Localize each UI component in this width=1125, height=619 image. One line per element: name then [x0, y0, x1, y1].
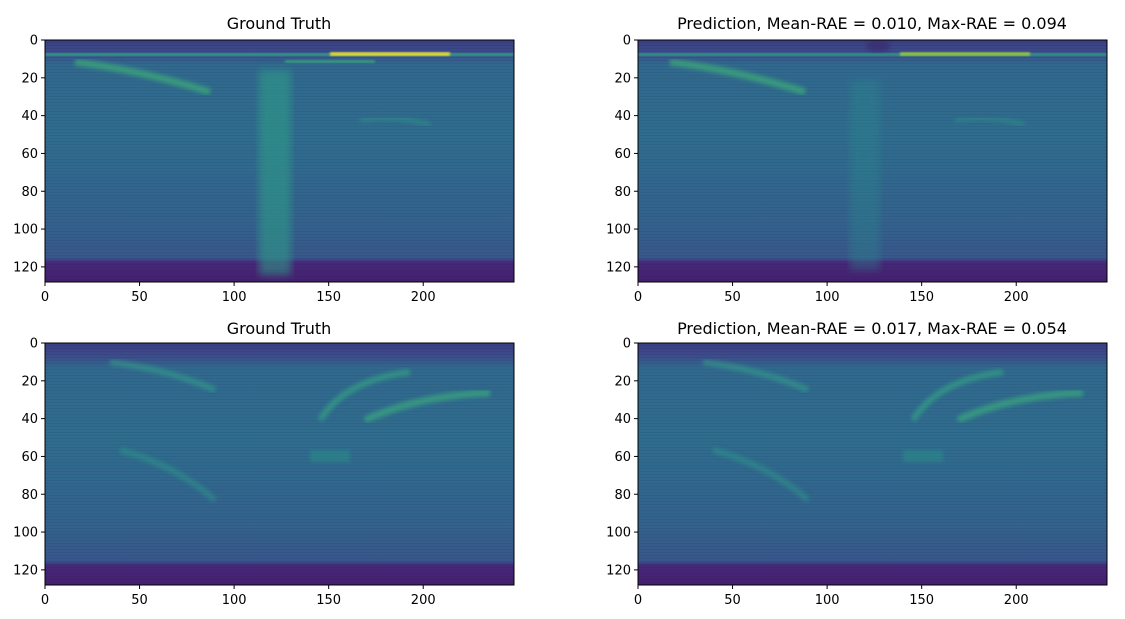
- y-tick-label: 60: [21, 147, 38, 162]
- y-tick-label: 0: [623, 34, 631, 49]
- panel-title: Prediction, Mean-RAE = 0.017, Max-RAE = …: [677, 319, 1067, 338]
- y-tick-label: 60: [614, 450, 631, 465]
- x-tick-label: 150: [909, 593, 934, 608]
- x-tick-label: 50: [724, 593, 741, 608]
- y-tick-label: 120: [13, 260, 38, 275]
- x-tick-label: 0: [634, 290, 642, 305]
- spectrogram-image: [638, 343, 1107, 585]
- panel-top-left: Ground Truth: [44, 14, 515, 283]
- y-tick-label: 100: [13, 526, 38, 541]
- y-tick-label: 40: [614, 412, 631, 427]
- axes-frame: [637, 39, 1108, 283]
- y-tick-label: 40: [21, 109, 38, 124]
- y-tick-label: 120: [13, 563, 38, 578]
- y-tick-label: 120: [606, 260, 631, 275]
- x-tick-label: 150: [909, 290, 934, 305]
- y-tick-label: 0: [623, 337, 631, 352]
- y-tick-label: 100: [606, 223, 631, 238]
- x-tick-label: 50: [724, 290, 741, 305]
- x-tick-label: 100: [222, 290, 247, 305]
- x-tick-label: 0: [41, 290, 49, 305]
- spectrogram-image: [638, 40, 1107, 282]
- x-tick-label: 0: [634, 593, 642, 608]
- panel-title: Ground Truth: [227, 319, 332, 338]
- x-tick-label: 200: [411, 290, 436, 305]
- y-tick-label: 80: [21, 185, 38, 200]
- panel-title: Prediction, Mean-RAE = 0.010, Max-RAE = …: [677, 14, 1067, 33]
- y-tick-label: 100: [606, 526, 631, 541]
- panel-title: Ground Truth: [227, 14, 332, 33]
- y-tick-label: 40: [21, 412, 38, 427]
- y-tick-label: 120: [606, 563, 631, 578]
- y-tick-label: 80: [614, 185, 631, 200]
- x-tick-label: 0: [41, 593, 49, 608]
- x-tick-label: 100: [222, 593, 247, 608]
- axes-frame: [44, 342, 515, 586]
- y-tick-label: 0: [30, 337, 38, 352]
- y-tick-label: 80: [21, 488, 38, 503]
- panel-bottom-right: Prediction, Mean-RAE = 0.017, Max-RAE = …: [637, 319, 1108, 586]
- x-tick-label: 50: [131, 290, 148, 305]
- x-tick-label: 100: [815, 290, 840, 305]
- x-tick-label: 150: [316, 593, 341, 608]
- spectrogram-image: [45, 40, 514, 282]
- y-tick-label: 100: [13, 223, 38, 238]
- x-tick-label: 200: [1004, 593, 1029, 608]
- x-tick-label: 200: [411, 593, 436, 608]
- x-tick-label: 200: [1004, 290, 1029, 305]
- y-tick-label: 20: [21, 71, 38, 86]
- panel-top-right: Prediction, Mean-RAE = 0.010, Max-RAE = …: [637, 14, 1108, 283]
- x-tick-label: 100: [815, 593, 840, 608]
- y-tick-label: 20: [614, 374, 631, 389]
- axes-frame: [637, 342, 1108, 586]
- y-tick-label: 20: [21, 374, 38, 389]
- y-tick-label: 40: [614, 109, 631, 124]
- panel-bottom-left: Ground Truth: [44, 319, 515, 586]
- axes-frame: [44, 39, 515, 283]
- x-tick-label: 150: [316, 290, 341, 305]
- y-tick-label: 80: [614, 488, 631, 503]
- y-tick-label: 60: [614, 147, 631, 162]
- y-tick-label: 20: [614, 71, 631, 86]
- y-tick-label: 60: [21, 450, 38, 465]
- x-tick-label: 50: [131, 593, 148, 608]
- y-tick-label: 0: [30, 34, 38, 49]
- spectrogram-image: [45, 343, 514, 585]
